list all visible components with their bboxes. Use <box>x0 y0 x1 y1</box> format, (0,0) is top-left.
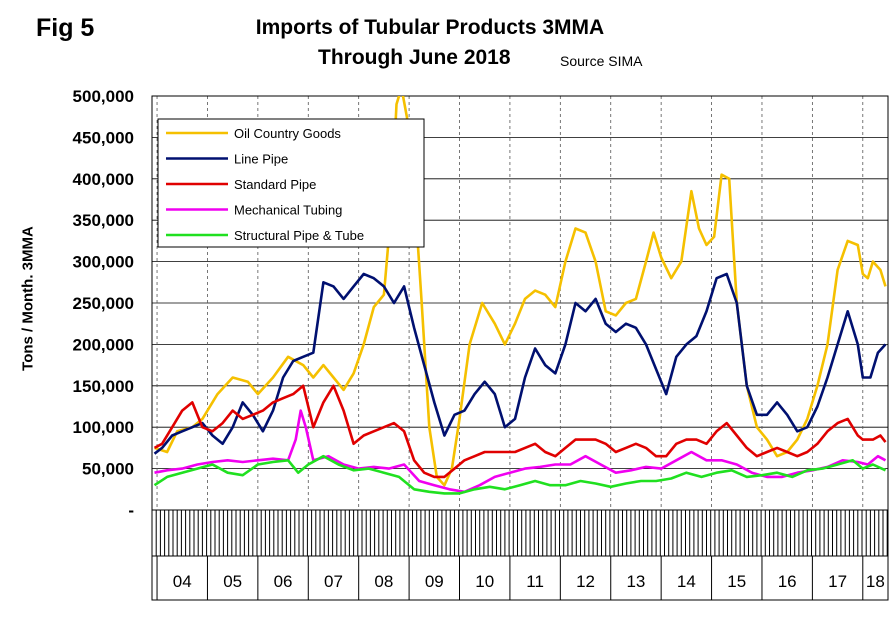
x-tick-label: 09 <box>425 572 444 591</box>
x-tick-label: 15 <box>727 572 746 591</box>
y-tick-label: 50,000 <box>82 460 134 479</box>
legend-label: Standard Pipe <box>234 177 316 192</box>
y-tick-label: 150,000 <box>73 377 134 396</box>
x-tick-label: 07 <box>324 572 343 591</box>
x-tick-label: 14 <box>677 572 696 591</box>
legend-label: Mechanical Tubing <box>234 203 342 218</box>
y-tick-label: 500,000 <box>73 87 134 106</box>
y-tick-label: - <box>128 501 134 520</box>
series-line-standard-pipe <box>153 384 887 479</box>
x-tick-label: 12 <box>576 572 595 591</box>
x-tick-label: 16 <box>778 572 797 591</box>
series-line-structural-pipe-tube <box>153 454 887 495</box>
chart-source: Source SIMA <box>560 53 643 69</box>
x-tick-label: 05 <box>223 572 242 591</box>
y-tick-label: 250,000 <box>73 294 134 313</box>
y-tick-label: 200,000 <box>73 335 134 354</box>
legend-label: Structural Pipe & Tube <box>234 228 364 243</box>
chart-subtitle: Through June 2018 <box>318 46 511 69</box>
legend-label: Line Pipe <box>234 152 288 167</box>
y-tick-label: 100,000 <box>73 418 134 437</box>
y-tick-label: 400,000 <box>73 170 134 189</box>
y-tick-label: 300,000 <box>73 253 134 272</box>
chart-title: Imports of Tubular Products 3MMA <box>255 16 605 39</box>
figure-label: Fig 5 <box>36 14 95 42</box>
x-tick-label: 11 <box>526 572 544 591</box>
x-tick-label: 13 <box>626 572 645 591</box>
x-tick-label: 17 <box>828 572 847 591</box>
legend-label: Oil Country Goods <box>234 126 341 141</box>
x-tick-label: 18 <box>866 572 885 591</box>
x-tick-label: 06 <box>274 572 293 591</box>
y-tick-label: 350,000 <box>73 211 134 230</box>
x-tick-label: 10 <box>475 572 494 591</box>
series-line-line-pipe <box>153 272 887 455</box>
x-tick-label: 04 <box>173 572 192 591</box>
y-tick-label: 450,000 <box>73 128 134 147</box>
x-tick-label: 08 <box>374 572 393 591</box>
x-axis-month-ticks <box>151 510 888 556</box>
series-line-oil-country-goods <box>154 96 887 487</box>
